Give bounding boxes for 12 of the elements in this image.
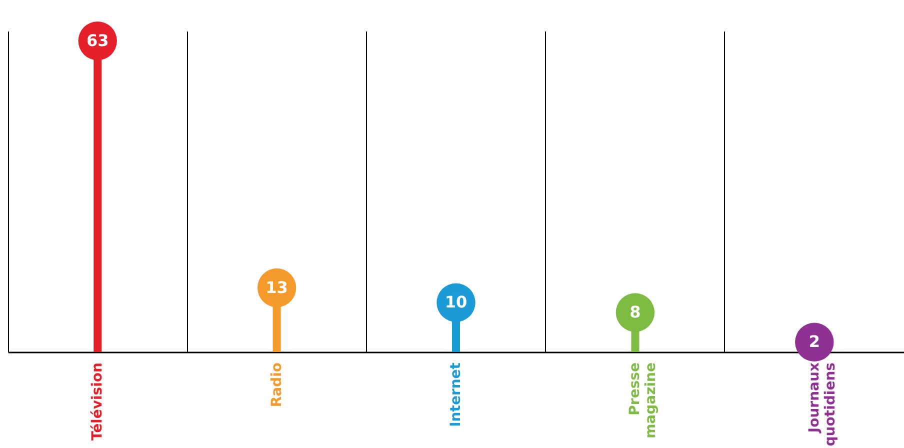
x-tick-label: Internet [448, 362, 464, 427]
data-label: 8 [630, 302, 641, 322]
x-tick-label: Radio [268, 362, 285, 408]
data-label: 13 [266, 278, 288, 297]
x-tick-label: Journaux quotidiens [806, 362, 838, 446]
data-label: 2 [808, 332, 820, 352]
x-tick-label: Presse magazine [627, 362, 660, 438]
point [616, 293, 655, 332]
point [795, 322, 834, 362]
x-tick-label: Télévision [90, 362, 106, 441]
data-label: 63 [86, 30, 109, 50]
data-label: 10 [444, 292, 468, 312]
